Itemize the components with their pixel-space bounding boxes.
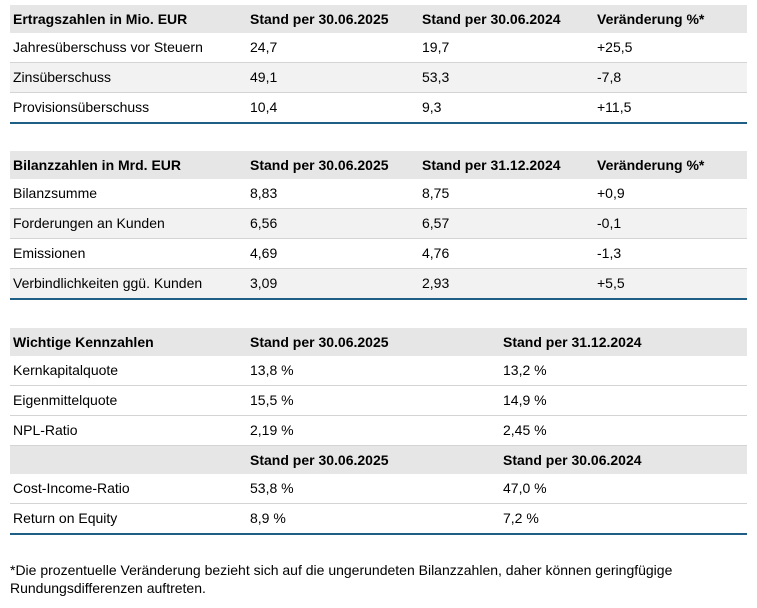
table-row: Provisionsüberschuss 10,4 9,3 +11,5 [10, 92, 747, 124]
table-header-row: Ertragszahlen in Mio. EUR Stand per 30.0… [10, 5, 747, 33]
cell-value: +11,5 [594, 92, 747, 124]
cell-value: 24,7 [247, 33, 419, 63]
table-subheader-row: Stand per 30.06.2025 Stand per 30.06.202… [10, 445, 747, 474]
table-row: Zinsüberschuss 49,1 53,3 -7,8 [10, 62, 747, 93]
table-header-row: Bilanzzahlen in Mrd. EUR Stand per 30.06… [10, 151, 747, 179]
cell-value: 19,7 [419, 33, 594, 63]
cell-value: 47,0 % [500, 474, 747, 504]
header-cell: Stand per 30.06.2025 [247, 445, 500, 474]
header-cell: Ertragszahlen in Mio. EUR [10, 5, 247, 33]
cell-value: 9,3 [419, 92, 594, 124]
ertragszahlen-table: Ertragszahlen in Mio. EUR Stand per 30.0… [10, 5, 747, 124]
row-label: Eigenmittelquote [10, 385, 247, 416]
cell-value: +5,5 [594, 268, 747, 300]
cell-value: +25,5 [594, 33, 747, 63]
table-header-row: Wichtige Kennzahlen Stand per 30.06.2025… [10, 328, 747, 356]
cell-value: 8,9 % [247, 503, 500, 535]
cell-value: 6,57 [419, 208, 594, 239]
footnote: *Die prozentuelle Veränderung bezieht si… [10, 562, 673, 596]
header-cell: Veränderung %* [594, 5, 747, 33]
cell-value: 2,19 % [247, 415, 500, 446]
header-cell: Stand per 31.12.2024 [500, 328, 747, 356]
header-cell: Stand per 30.06.2024 [500, 445, 747, 474]
table-row: Cost-Income-Ratio 53,8 % 47,0 % [10, 474, 747, 504]
row-label: Verbindlichkeiten ggü. Kunden [10, 268, 247, 300]
kennzahlen-table: Wichtige Kennzahlen Stand per 30.06.2025… [10, 328, 747, 535]
cell-value: 4,69 [247, 238, 419, 269]
table-row: Return on Equity 8,9 % 7,2 % [10, 503, 747, 535]
cell-value: 49,1 [247, 62, 419, 93]
cell-value: -0,1 [594, 208, 747, 239]
cell-value: -1,3 [594, 238, 747, 269]
cell-value: 7,2 % [500, 503, 747, 535]
cell-value: 4,76 [419, 238, 594, 269]
header-cell: Stand per 30.06.2025 [247, 328, 500, 356]
row-label: Emissionen [10, 238, 247, 269]
cell-value: 2,93 [419, 268, 594, 300]
table-row: Emissionen 4,69 4,76 -1,3 [10, 238, 747, 269]
cell-value: 13,2 % [500, 356, 747, 386]
row-label: Jahresüberschuss vor Steuern [10, 33, 247, 63]
cell-value: -7,8 [594, 62, 747, 93]
row-label: Zinsüberschuss [10, 62, 247, 93]
cell-value: 8,75 [419, 179, 594, 209]
cell-value: 6,56 [247, 208, 419, 239]
cell-value: 3,09 [247, 268, 419, 300]
row-label: NPL-Ratio [10, 415, 247, 446]
row-label: Return on Equity [10, 503, 247, 535]
header-cell: Stand per 30.06.2025 [247, 5, 419, 33]
cell-value: 13,8 % [247, 356, 500, 386]
header-cell [10, 445, 247, 474]
bilanzzahlen-table: Bilanzzahlen in Mrd. EUR Stand per 30.06… [10, 151, 747, 300]
header-cell: Bilanzzahlen in Mrd. EUR [10, 151, 247, 179]
row-label: Cost-Income-Ratio [10, 474, 247, 504]
header-cell: Stand per 30.06.2024 [419, 5, 594, 33]
table-row: Eigenmittelquote 15,5 % 14,9 % [10, 385, 747, 416]
cell-value: 15,5 % [247, 385, 500, 416]
row-label: Bilanzsumme [10, 179, 247, 209]
cell-value: 2,45 % [500, 415, 747, 446]
cell-value: +0,9 [594, 179, 747, 209]
table-row: Verbindlichkeiten ggü. Kunden 3,09 2,93 … [10, 268, 747, 300]
table-row: Forderungen an Kunden 6,56 6,57 -0,1 [10, 208, 747, 239]
table-row: Kernkapitalquote 13,8 % 13,2 % [10, 356, 747, 386]
cell-value: 8,83 [247, 179, 419, 209]
table-row: NPL-Ratio 2,19 % 2,45 % [10, 415, 747, 446]
row-label: Forderungen an Kunden [10, 208, 247, 239]
cell-value: 10,4 [247, 92, 419, 124]
cell-value: 53,8 % [247, 474, 500, 504]
header-cell: Wichtige Kennzahlen [10, 328, 247, 356]
header-cell: Stand per 31.12.2024 [419, 151, 594, 179]
table-row: Jahresüberschuss vor Steuern 24,7 19,7 +… [10, 33, 747, 63]
row-label: Provisionsüberschuss [10, 92, 247, 124]
header-cell: Veränderung %* [594, 151, 747, 179]
cell-value: 53,3 [419, 62, 594, 93]
cell-value: 14,9 % [500, 385, 747, 416]
header-cell: Stand per 30.06.2025 [247, 151, 419, 179]
row-label: Kernkapitalquote [10, 356, 247, 386]
table-row: Bilanzsumme 8,83 8,75 +0,9 [10, 179, 747, 209]
